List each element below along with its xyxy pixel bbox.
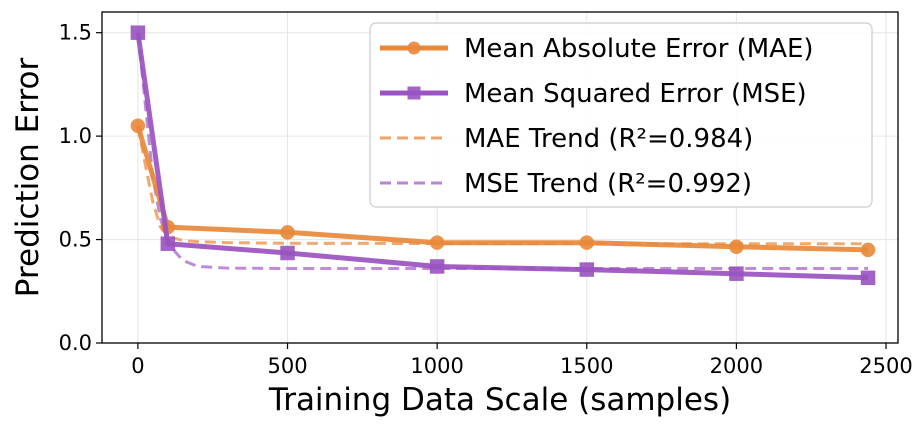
x-tick-label: 1500 <box>560 354 613 378</box>
legend-item-2: MAE Trend (R²=0.984) <box>380 124 753 154</box>
legend-swatch-marker <box>407 86 421 100</box>
legend: Mean Absolute Error (MAE) Mean Squared Er… <box>369 22 873 208</box>
legend-label: MSE Trend (R²=0.992) <box>464 169 752 199</box>
data-point <box>860 270 876 286</box>
x-axis-title: Training Data Scale (samples) <box>268 382 731 418</box>
data-point <box>860 242 876 258</box>
legend-item-3: MSE Trend (R²=0.992) <box>380 169 752 199</box>
series-1 <box>130 25 876 286</box>
x-tick-label: 2000 <box>710 354 763 378</box>
legend-label: MAE Trend (R²=0.984) <box>464 124 753 154</box>
data-point <box>729 266 744 281</box>
data-point <box>130 25 146 40</box>
legend-item-0: Mean Absolute Error (MAE) <box>380 34 814 64</box>
axis-ticks: 0 500 1000 1500 2000 2500 0.0 0.5 1.0 1.5 <box>59 21 913 378</box>
data-point <box>280 225 295 240</box>
x-tick-label: 2500 <box>859 354 912 378</box>
data-point <box>579 262 595 277</box>
legend-label: Mean Squared Error (MSE) <box>464 79 807 109</box>
legend-frame <box>369 22 873 208</box>
x-tick-label: 500 <box>267 354 307 378</box>
y-tick-label: 0.0 <box>59 331 92 355</box>
data-point <box>429 259 445 274</box>
plot-frame <box>101 11 899 344</box>
x-tick-label: 1000 <box>410 354 463 378</box>
y-tick-label: 1.5 <box>59 21 92 45</box>
data-point <box>130 118 146 134</box>
data-point <box>160 236 176 251</box>
legend-label: Mean Absolute Error (MAE) <box>464 34 814 64</box>
data-point <box>280 245 295 261</box>
y-tick-label: 0.5 <box>59 228 92 252</box>
legend-swatch-marker <box>407 41 421 55</box>
x-tick-label: 0 <box>131 354 144 378</box>
data-point <box>429 235 445 250</box>
data-point <box>579 235 595 250</box>
legend-item-1: Mean Squared Error (MSE) <box>380 79 807 109</box>
y-axis-title: Prediction Error <box>10 58 46 298</box>
y-tick-label: 1.0 <box>59 124 92 148</box>
data-point <box>729 239 744 255</box>
series-layer <box>130 25 876 286</box>
